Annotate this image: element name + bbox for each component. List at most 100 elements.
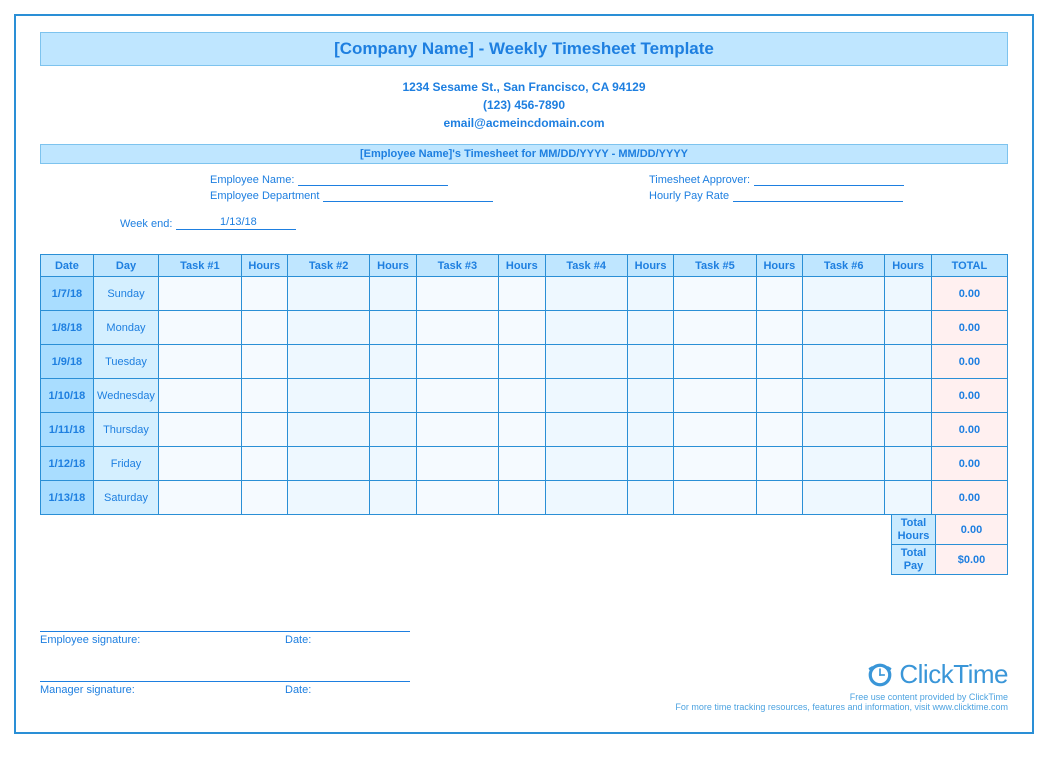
task-cell[interactable] <box>287 277 369 311</box>
task-cell[interactable] <box>287 311 369 345</box>
hours-cell[interactable] <box>885 311 931 345</box>
hours-cell[interactable] <box>756 277 802 311</box>
approver-input[interactable] <box>754 172 904 186</box>
task-cell[interactable] <box>159 277 241 311</box>
hours-cell[interactable] <box>241 447 287 481</box>
table-row: 1/11/18Thursday0.00 <box>41 413 1008 447</box>
hours-cell[interactable] <box>241 277 287 311</box>
hours-cell[interactable] <box>499 413 545 447</box>
hours-cell[interactable] <box>756 447 802 481</box>
task-cell[interactable] <box>159 447 241 481</box>
hours-cell[interactable] <box>370 345 416 379</box>
task-cell[interactable] <box>674 413 756 447</box>
task-cell[interactable] <box>674 311 756 345</box>
col-header: Hours <box>241 255 287 277</box>
hours-cell[interactable] <box>885 447 931 481</box>
task-cell[interactable] <box>545 277 627 311</box>
table-row: 1/10/18Wednesday0.00 <box>41 379 1008 413</box>
task-cell[interactable] <box>545 311 627 345</box>
hours-cell[interactable] <box>499 447 545 481</box>
hours-cell[interactable] <box>499 379 545 413</box>
hours-cell[interactable] <box>627 413 673 447</box>
task-cell[interactable] <box>545 481 627 515</box>
hours-cell[interactable] <box>756 345 802 379</box>
hours-cell[interactable] <box>370 277 416 311</box>
task-cell[interactable] <box>287 379 369 413</box>
task-cell[interactable] <box>416 481 498 515</box>
manager-signature-line[interactable] <box>40 668 410 682</box>
hours-cell[interactable] <box>756 379 802 413</box>
company-email: email@acmeincdomain.com <box>40 114 1008 132</box>
col-header: Day <box>93 255 158 277</box>
task-cell[interactable] <box>287 345 369 379</box>
hours-cell[interactable] <box>627 311 673 345</box>
task-cell[interactable] <box>803 345 885 379</box>
task-cell[interactable] <box>803 379 885 413</box>
task-cell[interactable] <box>674 447 756 481</box>
task-cell[interactable] <box>803 277 885 311</box>
task-cell[interactable] <box>545 379 627 413</box>
employee-dept-input[interactable] <box>323 188 493 202</box>
task-cell[interactable] <box>159 481 241 515</box>
task-cell[interactable] <box>159 379 241 413</box>
hours-cell[interactable] <box>627 277 673 311</box>
hours-cell[interactable] <box>370 379 416 413</box>
hours-cell[interactable] <box>627 447 673 481</box>
task-cell[interactable] <box>674 379 756 413</box>
hours-cell[interactable] <box>241 345 287 379</box>
task-cell[interactable] <box>416 311 498 345</box>
total-hours-label: Total Hours <box>892 515 936 545</box>
col-header: Hours <box>885 255 931 277</box>
hours-cell[interactable] <box>499 311 545 345</box>
task-cell[interactable] <box>416 413 498 447</box>
hours-cell[interactable] <box>885 413 931 447</box>
task-cell[interactable] <box>545 345 627 379</box>
hours-cell[interactable] <box>499 277 545 311</box>
hours-cell[interactable] <box>241 379 287 413</box>
task-cell[interactable] <box>803 413 885 447</box>
hours-cell[interactable] <box>370 413 416 447</box>
task-cell[interactable] <box>674 481 756 515</box>
task-cell[interactable] <box>416 345 498 379</box>
task-cell[interactable] <box>674 345 756 379</box>
task-cell[interactable] <box>545 447 627 481</box>
hours-cell[interactable] <box>885 277 931 311</box>
hours-cell[interactable] <box>627 345 673 379</box>
week-end-input[interactable]: 1/13/18 <box>176 216 296 230</box>
hours-cell[interactable] <box>241 311 287 345</box>
employee-name-input[interactable] <box>298 172 448 186</box>
footer-line-2: For more time tracking resources, featur… <box>675 702 1008 712</box>
task-cell[interactable] <box>416 447 498 481</box>
task-cell[interactable] <box>545 413 627 447</box>
hours-cell[interactable] <box>241 413 287 447</box>
hours-cell[interactable] <box>885 481 931 515</box>
hours-cell[interactable] <box>756 413 802 447</box>
hours-cell[interactable] <box>370 481 416 515</box>
hours-cell[interactable] <box>756 481 802 515</box>
task-cell[interactable] <box>159 413 241 447</box>
hours-cell[interactable] <box>885 345 931 379</box>
hours-cell[interactable] <box>627 481 673 515</box>
task-cell[interactable] <box>287 413 369 447</box>
hours-cell[interactable] <box>885 379 931 413</box>
hours-cell[interactable] <box>756 311 802 345</box>
hours-cell[interactable] <box>499 345 545 379</box>
task-cell[interactable] <box>159 345 241 379</box>
hours-cell[interactable] <box>370 447 416 481</box>
hours-cell[interactable] <box>370 311 416 345</box>
task-cell[interactable] <box>287 447 369 481</box>
task-cell[interactable] <box>803 311 885 345</box>
task-cell[interactable] <box>159 311 241 345</box>
rate-input[interactable] <box>733 188 903 202</box>
task-cell[interactable] <box>803 481 885 515</box>
task-cell[interactable] <box>803 447 885 481</box>
employee-signature-line[interactable] <box>40 618 410 632</box>
task-cell[interactable] <box>416 379 498 413</box>
hours-cell[interactable] <box>499 481 545 515</box>
row-total-cell: 0.00 <box>931 481 1007 515</box>
hours-cell[interactable] <box>627 379 673 413</box>
hours-cell[interactable] <box>241 481 287 515</box>
task-cell[interactable] <box>416 277 498 311</box>
task-cell[interactable] <box>287 481 369 515</box>
task-cell[interactable] <box>674 277 756 311</box>
